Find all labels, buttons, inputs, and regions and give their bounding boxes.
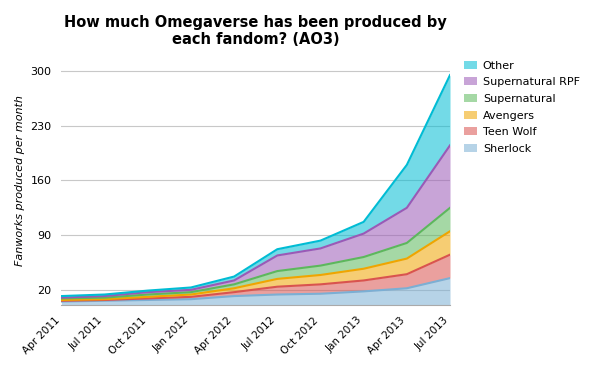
Y-axis label: Fanworks produced per month: Fanworks produced per month bbox=[15, 95, 25, 266]
Title: How much Omegaverse has been produced by
each fandom? (AO3): How much Omegaverse has been produced by… bbox=[64, 15, 447, 47]
Legend: Other, Supernatural RPF, Supernatural, Avengers, Teen Wolf, Sherlock: Other, Supernatural RPF, Supernatural, A… bbox=[460, 56, 584, 158]
